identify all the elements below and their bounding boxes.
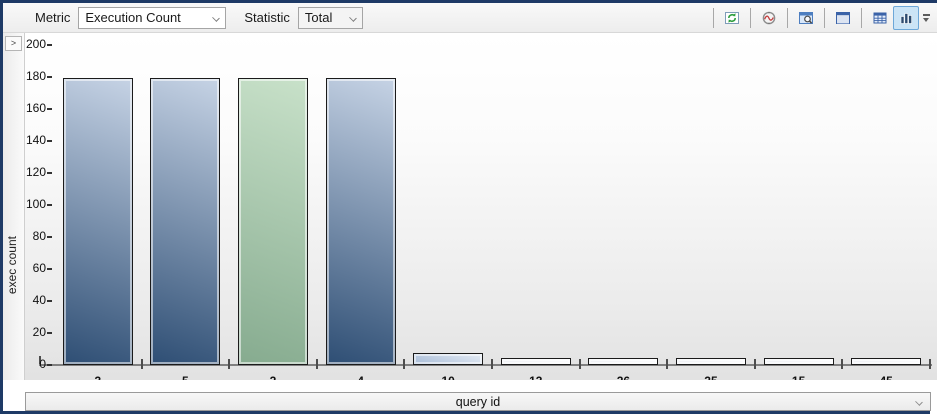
y-tick-mark: [47, 364, 52, 366]
window-border-bottom: [0, 411, 930, 414]
refresh-icon: [725, 12, 739, 24]
statistic-label: Statistic: [244, 10, 290, 25]
y-tick-label: 180: [25, 68, 52, 84]
window-border-left: [0, 0, 3, 414]
y-tick-mark: [47, 172, 52, 174]
metric-select[interactable]: Execution Count: [78, 6, 227, 29]
x-axis-tick: [666, 359, 669, 369]
x-axis-tick: [578, 359, 581, 369]
bar-slot: [667, 33, 755, 365]
y-tick-label: 60: [25, 260, 52, 276]
metric-label: Metric: [35, 10, 71, 25]
y-tick-label: 20: [25, 324, 52, 340]
y-tick-label: 160: [25, 100, 52, 116]
toolbar-separator: [787, 8, 788, 28]
bar-slot: [404, 33, 492, 365]
bar-slot: [142, 33, 230, 365]
zoom-window-button[interactable]: [793, 6, 819, 30]
timeline-button[interactable]: [756, 6, 782, 30]
metric-select-value: Execution Count: [85, 10, 181, 25]
bar-slot: [580, 33, 668, 365]
toolbar-separator: [750, 8, 751, 28]
toolbar-separator: [824, 8, 825, 28]
toolbar-overflow-button[interactable]: [919, 6, 933, 30]
y-tick-label: 100: [25, 196, 52, 212]
x-axis-title: query id: [455, 394, 501, 409]
bar-slot: [54, 33, 142, 365]
refresh-button[interactable]: [719, 6, 745, 30]
y-tick-mark: [47, 76, 52, 78]
y-tick-mark: [47, 204, 52, 206]
statistic-select-value: Total: [304, 10, 333, 25]
bar-slot: [755, 33, 843, 365]
y-tick-label: 0: [25, 356, 52, 372]
table-icon: [873, 12, 887, 24]
window-border-top: [0, 0, 937, 3]
y-axis-title: exec count: [5, 235, 19, 294]
x-axis-tick: [315, 359, 318, 369]
y-tick-mark: [47, 140, 52, 142]
table-view-button[interactable]: [867, 6, 893, 30]
bar[interactable]: [62, 78, 133, 365]
y-tick-label: 200: [25, 36, 52, 52]
bar[interactable]: [851, 358, 922, 365]
x-axis-tick: [403, 359, 406, 369]
x-axis-tick: [140, 359, 143, 369]
y-tick-mark: [47, 236, 52, 238]
axis-origin-tick: [39, 356, 41, 365]
y-tick-label: 140: [25, 132, 52, 148]
bar-slot: [317, 33, 405, 365]
toolbar-separator: [861, 8, 862, 28]
bars-container: [54, 33, 930, 365]
bar[interactable]: [675, 358, 746, 365]
bar-slot: [492, 33, 580, 365]
y-tick-label: 40: [25, 292, 52, 308]
y-tick-mark: [47, 108, 52, 110]
toolbar-separator: [713, 8, 714, 28]
bar[interactable]: [150, 78, 221, 365]
chevron-down-icon: [349, 13, 357, 22]
window-magnifier-icon: [799, 12, 813, 24]
grid-icon: [836, 12, 850, 24]
grid-view-button[interactable]: [830, 6, 856, 30]
bar[interactable]: [763, 358, 834, 365]
toolbar: Metric Execution Count Statistic Total: [3, 3, 937, 33]
y-tick-mark: [47, 268, 52, 270]
bar-highlighted[interactable]: [237, 78, 308, 365]
x-axis-category-selector[interactable]: query id: [25, 392, 931, 411]
bar-slot: [842, 33, 930, 365]
overflow-icon: [922, 14, 930, 16]
chevron-down-icon: [212, 13, 221, 22]
chart-plot-area: 2001801601401201008060402003524101326251…: [25, 33, 937, 388]
y-tick-mark: [47, 300, 52, 302]
bar-chart-icon: [900, 13, 912, 24]
bar[interactable]: [413, 353, 484, 365]
y-tick-mark: [47, 332, 52, 334]
y-tick-mark: [47, 44, 52, 46]
panel-expander-button[interactable]: >: [5, 36, 22, 51]
bar-chart-view-button[interactable]: [893, 6, 919, 30]
toolbar-buttons: [708, 3, 933, 33]
bar[interactable]: [588, 358, 659, 365]
chevron-down-icon: [923, 17, 929, 22]
bar[interactable]: [500, 358, 571, 365]
y-tick-label: 80: [25, 228, 52, 244]
chevron-down-icon: [915, 398, 923, 406]
x-axis-tick: [929, 359, 931, 369]
y-tick-label: 120: [25, 164, 52, 180]
x-axis-tick: [841, 359, 844, 369]
statistic-select[interactable]: Total: [297, 6, 363, 29]
x-axis-line: [39, 364, 932, 366]
x-axis-tick: [753, 359, 756, 369]
x-axis-tick: [228, 359, 231, 369]
bar-slot: [229, 33, 317, 365]
x-axis-tick: [491, 359, 493, 369]
collapsed-panel-strip: > exec count: [3, 33, 25, 380]
bar[interactable]: [325, 78, 396, 365]
timeline-icon: [762, 11, 776, 25]
